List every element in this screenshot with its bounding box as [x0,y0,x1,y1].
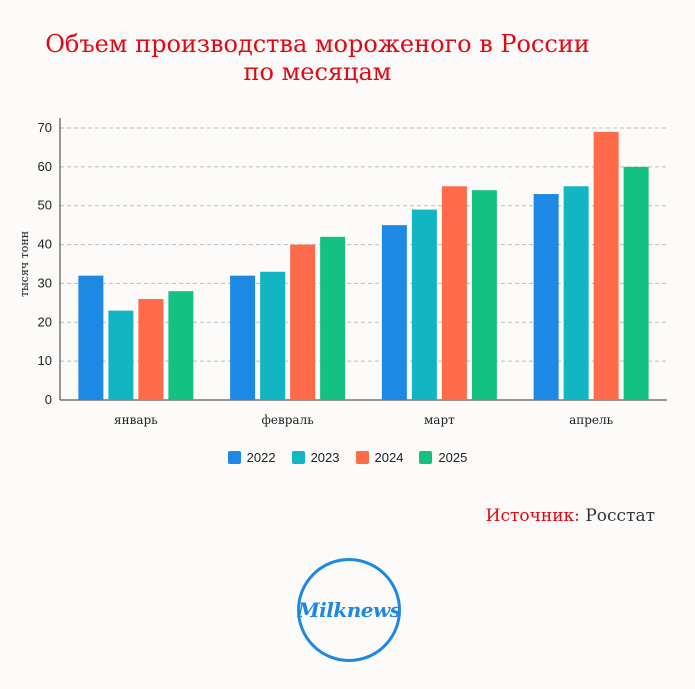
bar-2023-2 [411,209,437,400]
bar-2022-0 [78,275,104,400]
legend-swatch [355,451,369,464]
y-tick-label: 60 [38,159,52,174]
x-tick-label: февраль [262,413,315,427]
y-tick-label: 40 [38,237,52,252]
legend-label: 2022 [246,450,276,465]
chart-title: Объем производства мороженого в России п… [0,30,695,86]
legend-item-2025: 2025 [419,450,467,465]
y-tick-label: 0 [45,392,52,407]
bar-2024-0 [138,298,164,400]
legend-item-2022: 2022 [227,450,276,465]
bar-2025-3 [623,166,649,400]
legend-label: 2024 [374,450,404,465]
bar-2023-3 [563,186,589,400]
milknews-logo: Milknews [297,558,401,662]
chart-title-line-2: по месяцам [243,58,392,86]
bar-2022-2 [381,225,407,400]
bar-2023-1 [260,271,286,400]
x-tick-label: январь [114,413,158,427]
chart-title-line-1: Объем производства мороженого в России [45,30,590,58]
bar-2024-3 [593,131,619,400]
source-label: Источник: [485,506,580,526]
bar-2022-3 [533,194,559,400]
y-tick-label: 70 [38,120,52,135]
y-tick-label: 20 [38,314,52,329]
bar-2025-1 [320,236,346,400]
chart-legend: 2022 2023 2024 2025 [0,450,695,465]
logo-text: Milknews [297,598,401,622]
bar-2024-2 [441,186,467,400]
source-value: Росстат [585,506,655,526]
legend-item-2024: 2024 [355,450,404,465]
legend-item-2023: 2023 [291,450,340,465]
x-tick-label: март [424,413,455,427]
legend-label: 2025 [438,450,468,465]
legend-label: 2023 [310,450,340,465]
y-tick-label: 30 [38,275,52,290]
y-tick-label: 50 [38,198,52,213]
legend-swatch [227,451,241,464]
bar-2025-2 [471,190,497,400]
source-note: Источник: Росстат [486,506,655,526]
bar-chart: 0 10 20 30 40 50 60 70 тысяч тонн январь февраль ма… [18,118,667,427]
bar-2025-0 [168,291,194,400]
bar-2024-1 [290,244,316,400]
legend-swatch [291,451,305,464]
legend-swatch [419,451,433,464]
y-tick-label: 10 [38,353,52,368]
x-tick-label: апрель [569,413,614,427]
bar-2022-1 [230,275,256,400]
bar-2023-0 [108,310,134,400]
y-axis-label: тысяч тонн [18,231,31,297]
